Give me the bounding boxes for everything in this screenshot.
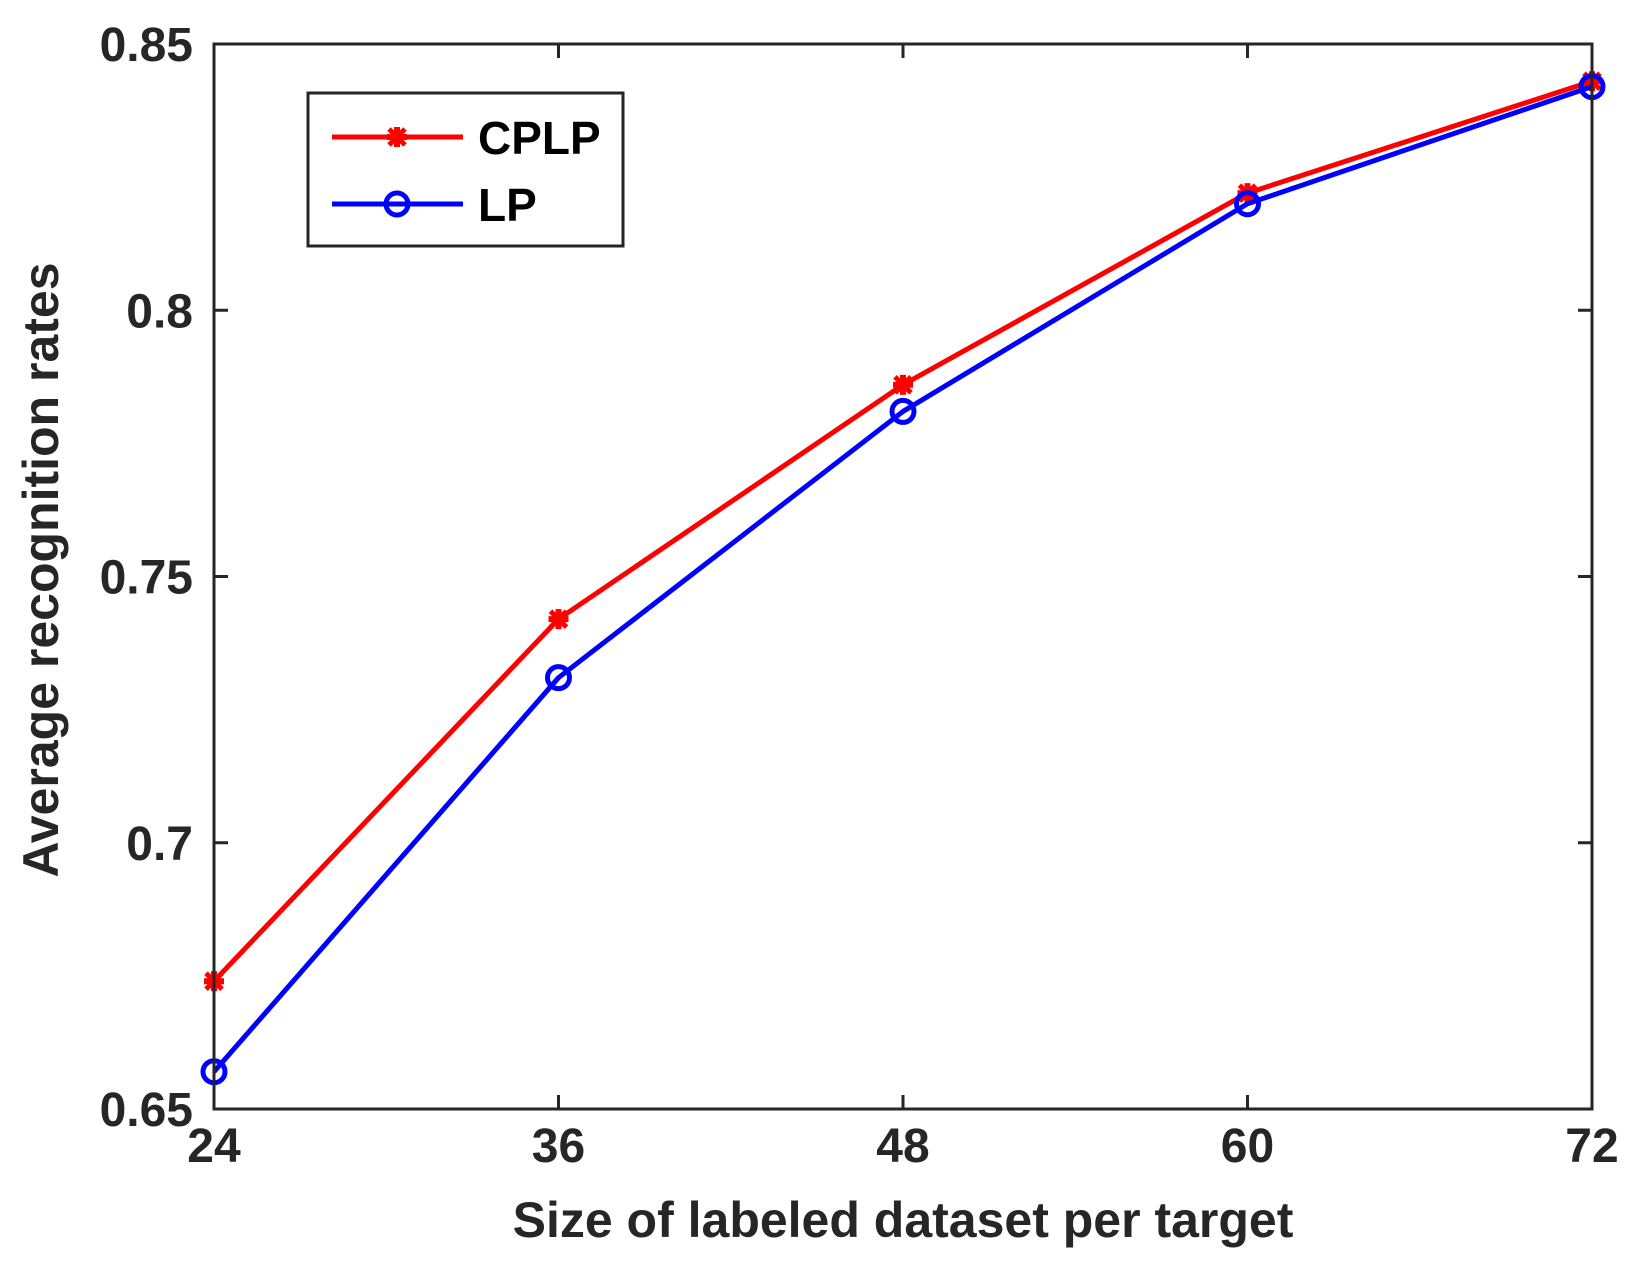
- legend-label-cplp: CPLP: [478, 112, 601, 164]
- x-tick-label: 24: [187, 1120, 241, 1173]
- y-tick-label: 0.65: [100, 1084, 193, 1137]
- legend-marker-cplp: [387, 127, 407, 147]
- data-point-cplp: [893, 374, 913, 395]
- legend-box: [306, 91, 625, 248]
- y-tick-label: 0.8: [126, 285, 193, 338]
- legend: CPLP LP: [306, 91, 625, 248]
- y-tick-label: 0.7: [126, 818, 193, 871]
- y-axis-title: Average recognition rates: [13, 262, 69, 877]
- series-line-lp: [212, 84, 1593, 1074]
- data-point-lp: [545, 664, 572, 692]
- y-tick-label: 0.85: [100, 19, 193, 72]
- x-tick-label: 36: [532, 1120, 585, 1173]
- legend-label-lp: LP: [478, 179, 537, 231]
- data-point-lp: [1234, 190, 1261, 218]
- x-tick-label: 60: [1221, 1120, 1274, 1173]
- x-axis-title: Size of labeled dataset per target: [513, 1192, 1294, 1248]
- legend-marker-lp: [383, 190, 411, 218]
- data-point-lp: [889, 397, 917, 425]
- x-tick-label: 72: [1565, 1120, 1618, 1173]
- plot-frame: [212, 42, 1594, 1111]
- data-point-cplp: [548, 609, 569, 630]
- y-tick-label: 0.75: [100, 552, 193, 605]
- x-tick-label: 48: [876, 1120, 929, 1173]
